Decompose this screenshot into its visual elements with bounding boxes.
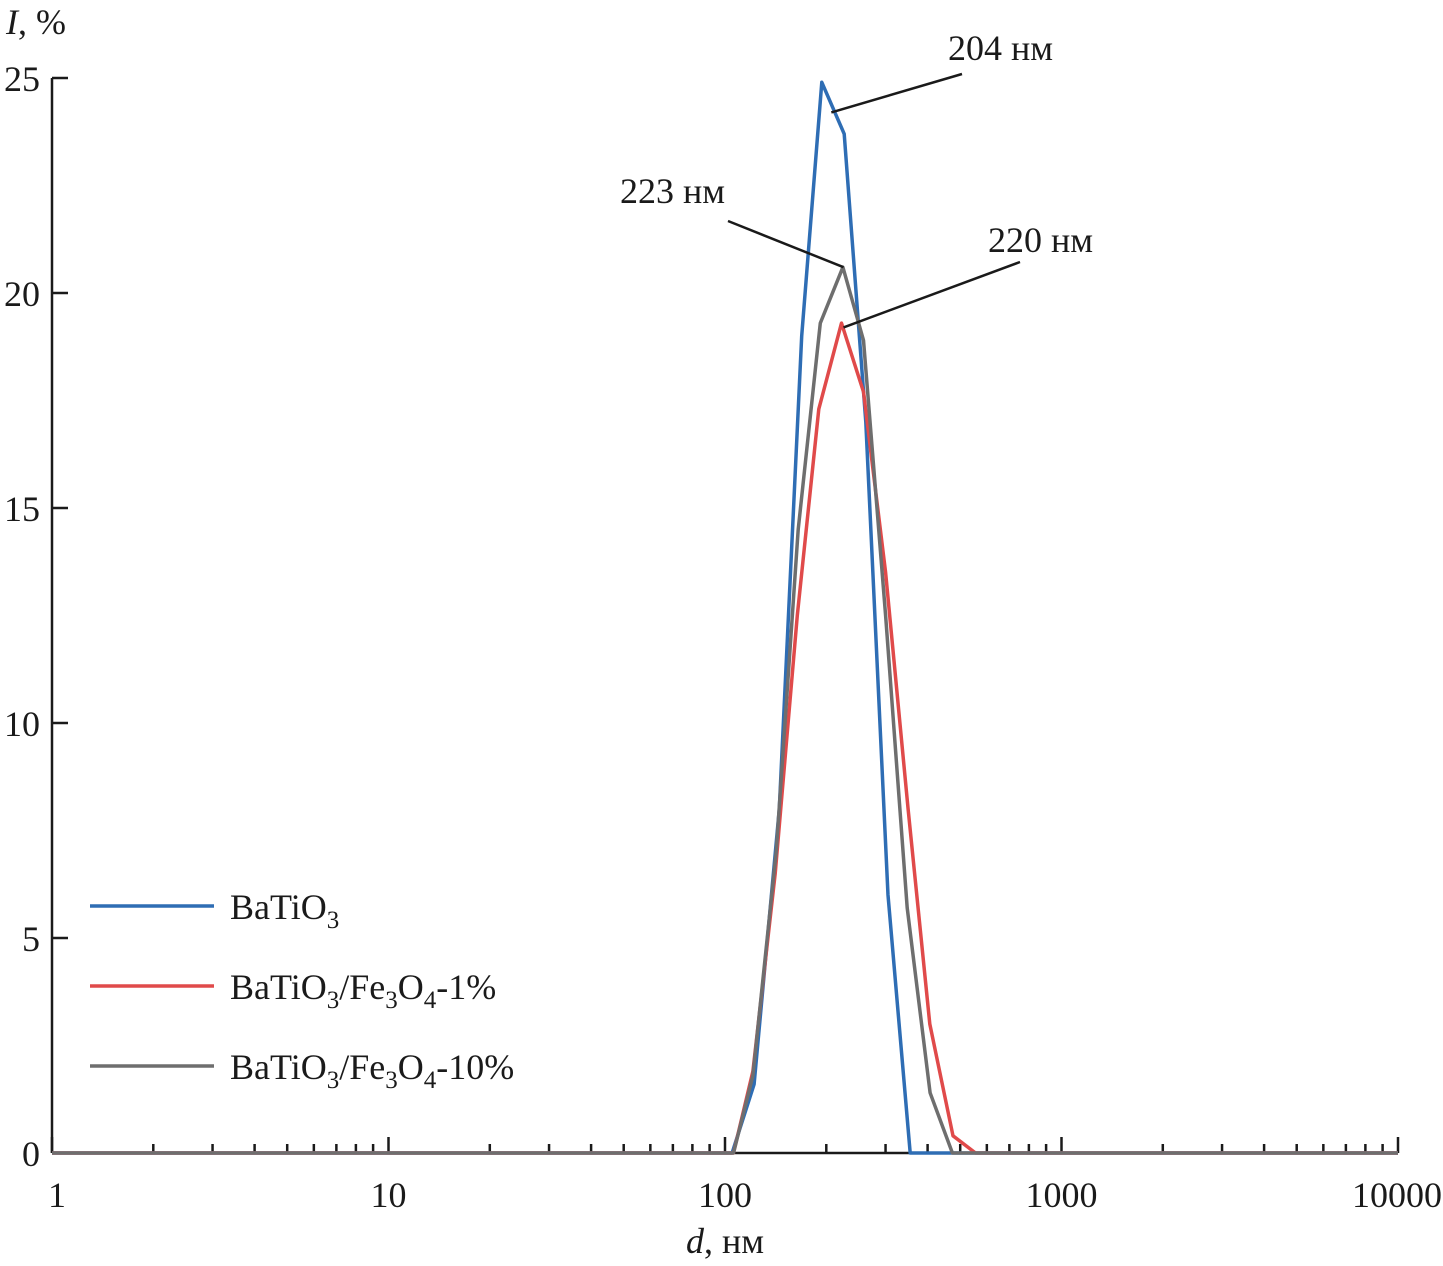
legend-label: BaTiO3/Fe3O4-1%: [230, 967, 496, 1014]
y-tick-label: 5: [22, 919, 40, 959]
x-tick-label: 10: [371, 1175, 407, 1215]
y-axis-title: I, %: [5, 2, 66, 42]
y-tick-label: 25: [4, 59, 40, 99]
x-tick-label: 1: [48, 1175, 66, 1215]
annotation-leader: [727, 219, 844, 269]
annotation-leader: [843, 260, 1021, 329]
y-tick-label: 10: [4, 704, 40, 744]
legend-entry-2: BaTiO3/Fe3O4-10%: [90, 1047, 514, 1094]
legend-label: BaTiO3: [230, 887, 339, 934]
legend-label: BaTiO3/Fe3O4-10%: [230, 1047, 514, 1094]
x-axis: 1 10 100 1000 10000: [48, 1137, 1442, 1215]
annotation-0: 204 нм: [830, 28, 1053, 114]
annotation-2: 220 нм: [843, 220, 1093, 329]
legend-entry-0: BaTiO3: [90, 887, 339, 934]
y-tick-label: 0: [22, 1134, 40, 1174]
annotation-1: 223 нм: [620, 171, 844, 269]
annotation-label: 223 нм: [620, 171, 725, 211]
series-line-2: [52, 265, 1398, 1155]
annotation-label: 220 нм: [988, 220, 1093, 260]
series-line-1: [52, 321, 1398, 1155]
annotation-label: 204 нм: [948, 28, 1053, 68]
x-tick-label: 100: [698, 1175, 752, 1215]
y-tick-label: 15: [4, 489, 40, 529]
legend-entry-1: BaTiO3/Fe3O4-1%: [90, 967, 496, 1014]
legend: BaTiO3 BaTiO3/Fe3O4-1% BaTiO3/Fe3O4-10%: [90, 887, 514, 1094]
y-axis: 0 5 10 15 20 25: [4, 59, 68, 1174]
x-axis-title: d, нм: [686, 1221, 764, 1261]
annotation-group: 204 нм 223 нм 220 нм: [620, 28, 1093, 329]
annotation-leader: [830, 72, 963, 114]
x-tick-label: 1000: [1026, 1175, 1098, 1215]
y-tick-label: 20: [4, 274, 40, 314]
x-tick-label: 10000: [1352, 1175, 1442, 1215]
